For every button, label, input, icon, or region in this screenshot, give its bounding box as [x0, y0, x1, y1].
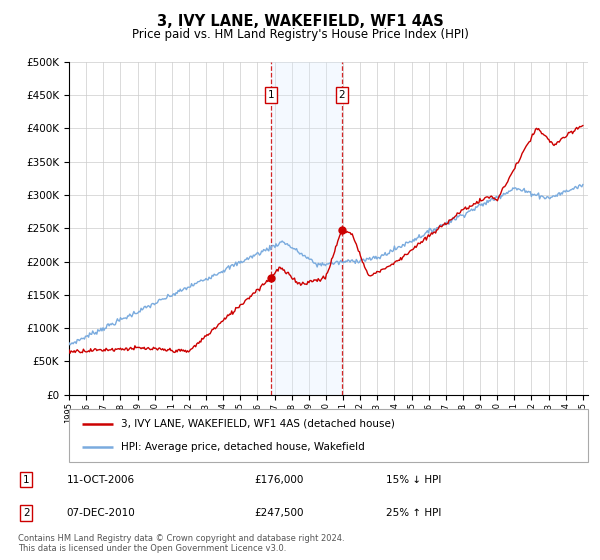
Text: 3, IVY LANE, WAKEFIELD, WF1 4AS (detached house): 3, IVY LANE, WAKEFIELD, WF1 4AS (detache… — [121, 419, 395, 429]
Text: 1: 1 — [268, 90, 274, 100]
Text: Contains HM Land Registry data © Crown copyright and database right 2024.
This d: Contains HM Land Registry data © Crown c… — [18, 534, 344, 553]
Text: 1: 1 — [23, 475, 30, 484]
Text: 15% ↓ HPI: 15% ↓ HPI — [386, 475, 442, 484]
Text: 3, IVY LANE, WAKEFIELD, WF1 4AS: 3, IVY LANE, WAKEFIELD, WF1 4AS — [157, 14, 443, 29]
Text: £247,500: £247,500 — [254, 508, 304, 518]
Text: 2: 2 — [338, 90, 345, 100]
Text: 2: 2 — [23, 508, 30, 518]
Text: £176,000: £176,000 — [254, 475, 303, 484]
Text: 11-OCT-2006: 11-OCT-2006 — [67, 475, 135, 484]
Text: 25% ↑ HPI: 25% ↑ HPI — [386, 508, 442, 518]
Text: HPI: Average price, detached house, Wakefield: HPI: Average price, detached house, Wake… — [121, 442, 365, 452]
Text: Price paid vs. HM Land Registry's House Price Index (HPI): Price paid vs. HM Land Registry's House … — [131, 28, 469, 41]
Bar — [271, 62, 341, 395]
Text: 07-DEC-2010: 07-DEC-2010 — [67, 508, 136, 518]
